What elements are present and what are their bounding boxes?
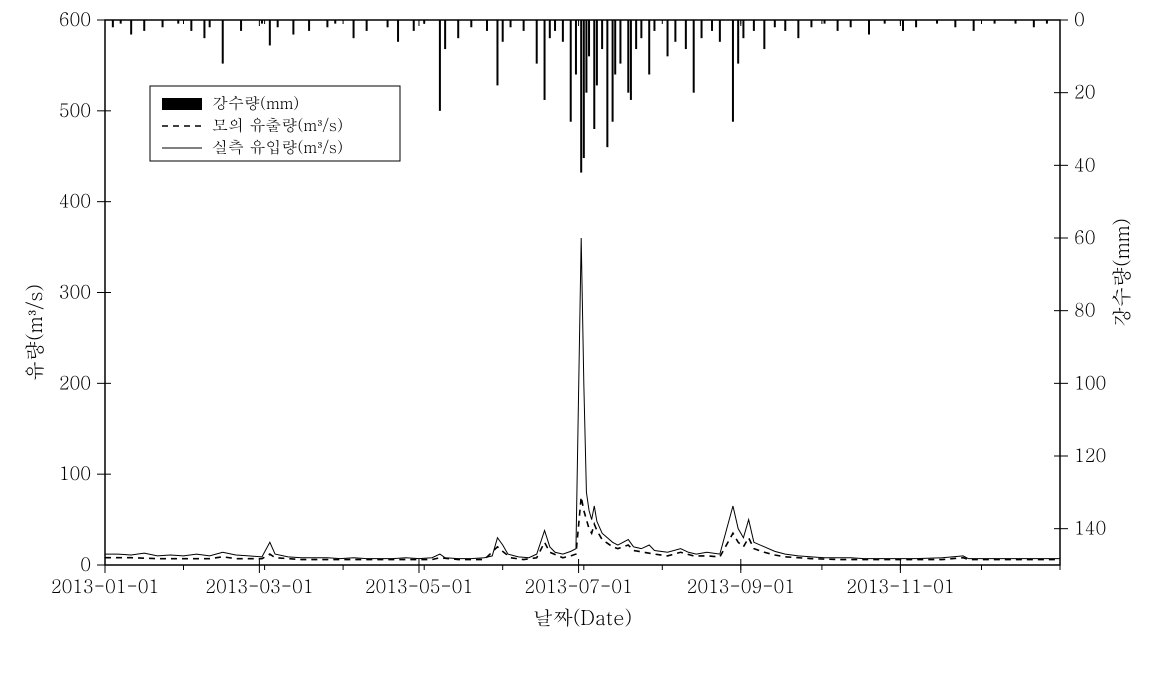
y-right-tick-label: 80 <box>1074 298 1095 323</box>
y-right-tick-label: 140 <box>1074 516 1106 541</box>
legend-swatch-bar <box>162 98 202 110</box>
legend-label-precip: 강수량(mm) <box>212 91 299 114</box>
legend-label-simulated: 모의 유출량(m³/s) <box>212 113 343 136</box>
x-tick-label: 2013-03-01 <box>205 574 313 599</box>
y-left-tick-label: 600 <box>59 7 91 32</box>
y-right-tick-label: 100 <box>1074 370 1106 395</box>
observed-inflow-line <box>105 238 1060 559</box>
x-tick-label: 2013-07-01 <box>524 574 632 599</box>
y-left-tick-label: 500 <box>59 98 91 123</box>
y-right-axis-label: 강수량(mm) <box>1106 218 1135 327</box>
chart-svg: 0100200300400500600유량(m³/s)0204060801001… <box>0 0 1157 675</box>
y-left-tick-label: 300 <box>59 280 91 305</box>
simulated-runoff-line <box>105 497 1060 560</box>
y-left-axis-label: 유량(m³/s) <box>19 284 48 381</box>
y-right-tick-label: 0 <box>1074 7 1085 32</box>
x-tick-label: 2013-09-01 <box>687 574 795 599</box>
y-right-tick-label: 120 <box>1074 443 1106 468</box>
legend-label-observed: 실측 유입량(m³/s) <box>212 135 343 158</box>
y-right-tick-label: 40 <box>1074 152 1095 177</box>
x-axis-label: 날짜(Date) <box>533 602 632 631</box>
x-tick-label: 2013-01-01 <box>51 574 159 599</box>
y-left-tick-label: 400 <box>59 189 91 214</box>
x-tick-label: 2013-05-01 <box>365 574 473 599</box>
hydrograph-chart: 0100200300400500600유량(m³/s)0204060801001… <box>0 0 1157 675</box>
x-tick-label: 2013-11-01 <box>846 574 954 599</box>
y-right-tick-label: 20 <box>1074 80 1095 105</box>
y-left-tick-label: 100 <box>59 461 91 486</box>
y-left-tick-label: 200 <box>59 370 91 395</box>
y-right-tick-label: 60 <box>1074 225 1095 250</box>
